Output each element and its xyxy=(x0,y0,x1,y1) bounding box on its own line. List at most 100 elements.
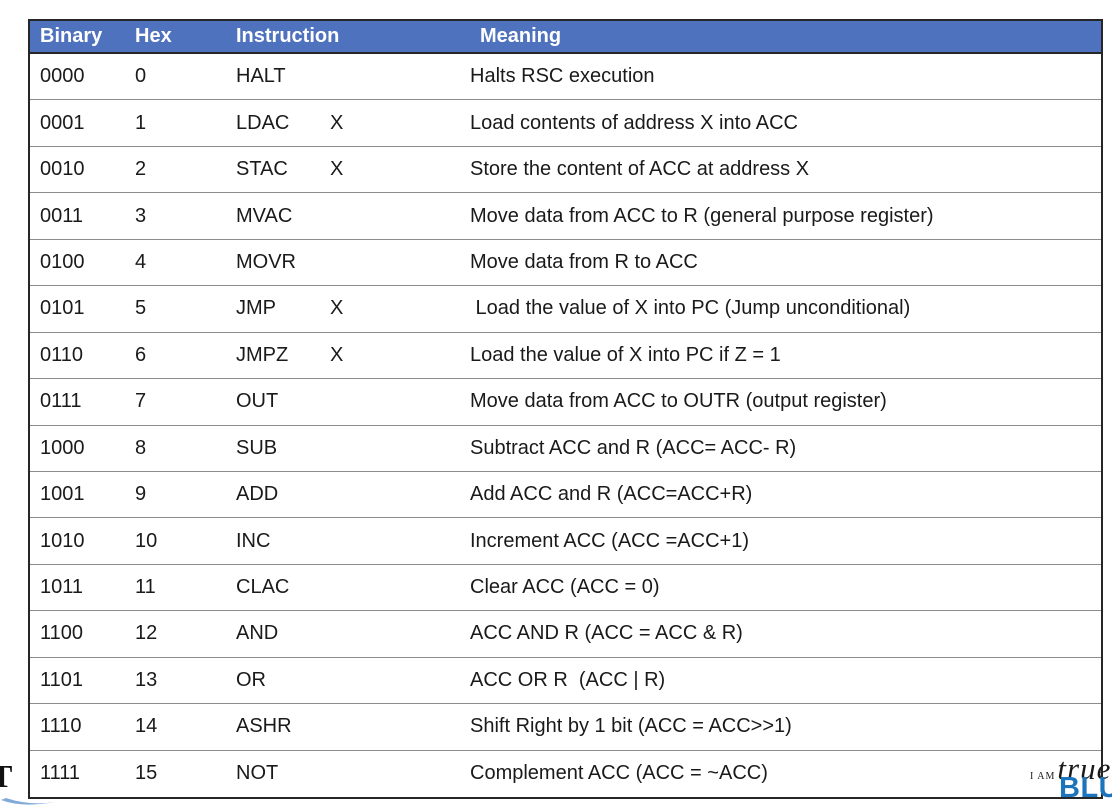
binary-cell: 1001 xyxy=(40,483,85,506)
mnemonic-text: ADD xyxy=(236,483,279,506)
table-row: 1111 15 NOT Complement ACC (ACC = ~ACC) xyxy=(30,750,1101,797)
mnemonic-text: AND xyxy=(236,622,279,645)
instruction-cell: SUB xyxy=(236,437,470,460)
mnemonic-text: OUT xyxy=(236,390,279,413)
hex-cell: 5 xyxy=(135,297,147,320)
binary-cell: 1101 xyxy=(40,668,84,691)
instruction-cell: NOT xyxy=(236,762,470,785)
hex-cell: 8 xyxy=(135,436,147,459)
meaning-cell: Move data from ACC to R (general purpose… xyxy=(470,204,934,227)
binary-cell: 0010 xyxy=(40,158,85,181)
instruction-cell: MOVR xyxy=(236,251,470,274)
binary-cell: 1011 xyxy=(40,576,84,599)
table-row: 0101 5 JMP X Load the value of X into PC … xyxy=(30,286,1101,333)
meaning-cell: Increment ACC (ACC =ACC+1) xyxy=(470,529,749,552)
column-header-instruction: Instruction xyxy=(236,25,340,47)
binary-cell: 0111 xyxy=(40,390,82,413)
table-row: 0110 6 JMPZ X Load the value of X into PC… xyxy=(30,332,1101,380)
hex-cell: 0 xyxy=(135,65,147,88)
hex-cell: 13 xyxy=(135,668,158,691)
table-row: 0001 1 LDAC X Load contents of address X … xyxy=(30,100,1101,147)
clipped-background-glyph: T xyxy=(0,758,13,794)
table-row: 1000 8 SUB Subtract ACC and R (ACC= ACC-… xyxy=(30,425,1101,472)
meaning-cell: Subtract ACC and R (ACC= ACC- R) xyxy=(470,436,797,459)
instruction-cell: OUT xyxy=(236,390,470,413)
hex-cell: 1 xyxy=(135,111,147,134)
table-row: 1100 12 AND ACC AND R (ACC = ACC & R) xyxy=(30,611,1101,658)
hex-cell: 11 xyxy=(135,576,156,599)
mnemonic-text: OR xyxy=(236,668,266,691)
swoosh-decoration xyxy=(1,798,55,805)
instruction-cell: ASHR xyxy=(236,715,470,738)
operand-text: X xyxy=(330,158,344,181)
mnemonic-text: JMPZ xyxy=(236,343,289,366)
binary-cell: 0001 xyxy=(40,111,85,134)
mnemonic-text: MOVR xyxy=(236,250,296,273)
mnemonic-text: LDAC xyxy=(236,111,290,134)
hex-cell: 2 xyxy=(135,158,147,181)
instruction-cell: STAC X xyxy=(236,158,470,181)
mnemonic-text: STAC xyxy=(236,158,288,181)
meaning-cell: ACC OR R (ACC | R) xyxy=(470,668,666,691)
meaning-cell: Move data from ACC to OUTR (output regis… xyxy=(470,390,887,413)
mnemonic-text: SUB xyxy=(236,436,278,459)
binary-cell: 0000 xyxy=(40,65,85,88)
instruction-cell: HALT xyxy=(236,65,470,88)
mnemonic-text: MVAC xyxy=(236,204,293,227)
binary-cell: 0101 xyxy=(40,297,85,320)
meaning-cell: Store the content of ACC at address X xyxy=(470,158,810,181)
instruction-cell: ADD xyxy=(236,483,470,506)
table-row: 1010 10 INC Increment ACC (ACC =ACC+1) xyxy=(30,518,1101,565)
column-header-binary: Binary xyxy=(40,25,103,47)
binary-cell: 0011 xyxy=(40,204,84,227)
table-row: 1011 11 CLAC Clear ACC (ACC = 0) xyxy=(30,564,1101,612)
table-row: 0111 7 OUT Move data from ACC to OUTR (o… xyxy=(30,379,1101,426)
instruction-cell: LDAC X xyxy=(236,112,470,135)
table-row: 1110 14 ASHR Shift Right by 1 bit (ACC =… xyxy=(30,704,1101,751)
mnemonic-text: INC xyxy=(236,529,271,552)
column-header-hex: Hex xyxy=(135,25,172,47)
instruction-cell: INC xyxy=(236,530,470,553)
binary-cell: 1100 xyxy=(40,622,84,645)
instruction-cell: AND xyxy=(236,622,470,645)
meaning-cell: Load contents of address X into ACC xyxy=(470,111,798,134)
meaning-cell: Load the value of X into PC if Z = 1 xyxy=(470,343,781,366)
table-row: 1001 9 ADD Add ACC and R (ACC=ACC+R) xyxy=(30,471,1101,519)
meaning-cell: Shift Right by 1 bit (ACC = ACC>>1) xyxy=(470,715,792,738)
binary-cell: 1000 xyxy=(40,436,85,459)
binary-cell: 0110 xyxy=(40,343,84,366)
binary-cell: 1110 xyxy=(40,715,82,738)
logo-line-1: I AM true xyxy=(1030,751,1112,786)
instruction-cell: CLAC xyxy=(236,576,470,599)
meaning-cell: Complement ACC (ACC = ~ACC) xyxy=(470,762,768,785)
operand-text: X xyxy=(330,111,344,134)
table-row: 0100 4 MOVR Move data from R to ACC xyxy=(30,239,1101,287)
mnemonic-text: HALT xyxy=(236,65,286,88)
hex-cell: 6 xyxy=(135,343,147,366)
logo-true-text: true xyxy=(1057,751,1112,786)
binary-cell: 1111 xyxy=(40,762,81,785)
mnemonic-text: JMP xyxy=(236,297,276,320)
meaning-cell: Clear ACC (ACC = 0) xyxy=(470,576,660,599)
mnemonic-text: NOT xyxy=(236,762,279,785)
logo-blue-text: BLUE xyxy=(1059,772,1112,804)
meaning-cell: Move data from R to ACC xyxy=(470,250,698,273)
operand-text: X xyxy=(330,297,344,320)
hex-cell: 12 xyxy=(135,622,158,645)
table-header-row: Binary Hex Instruction Meaning xyxy=(30,21,1101,54)
operand-text: X xyxy=(330,343,344,366)
binary-cell: 1010 xyxy=(40,529,85,552)
logo-iam-text: I AM xyxy=(1030,771,1056,782)
instruction-cell: OR xyxy=(236,669,470,692)
meaning-cell: Load the value of X into PC (Jump uncond… xyxy=(470,297,911,320)
table-row: 1101 13 OR ACC OR R (ACC | R) xyxy=(30,657,1101,705)
meaning-cell: Halts RSC execution xyxy=(470,65,655,88)
instruction-cell: JMP X xyxy=(236,297,470,320)
hex-cell: 3 xyxy=(135,204,147,227)
column-header-meaning: Meaning xyxy=(480,25,562,47)
table-row: 0000 0 HALT Halts RSC execution xyxy=(30,54,1101,101)
instruction-set-table: Binary Hex Instruction Meaning 0000 0 HA… xyxy=(28,19,1103,799)
mnemonic-text: CLAC xyxy=(236,576,290,599)
table-row: 0010 2 STAC X Store the content of ACC at… xyxy=(30,146,1101,194)
